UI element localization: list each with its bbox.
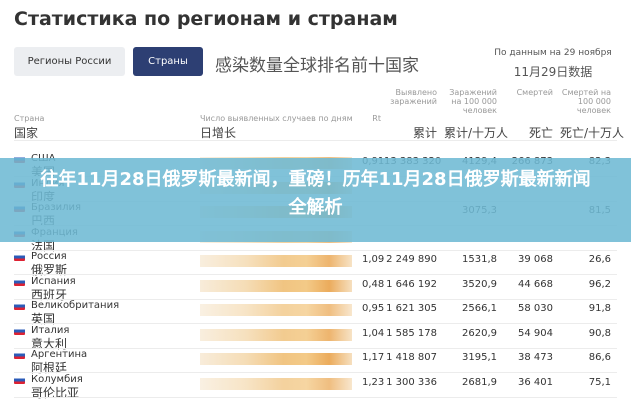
column-header-cn: 日增长 xyxy=(200,126,237,140)
separator xyxy=(14,372,617,373)
column-header-cn: 累计/十万人 xyxy=(444,126,509,140)
country-name-cn: 法国 xyxy=(31,238,56,253)
heat-strip xyxy=(200,304,352,316)
cell-dper100k: 96,2 xyxy=(588,278,611,290)
heat-strip xyxy=(200,328,352,341)
cell-total: 1 418 807 xyxy=(386,352,437,363)
separator xyxy=(14,298,617,300)
cell-deaths: 39 068 xyxy=(518,254,553,265)
cell-deaths: 58 030 xyxy=(518,303,553,314)
banner-text: 往年11月28日俄罗斯最新闻，重磅！历年11月28日俄罗斯最新新闻全解析 xyxy=(40,169,591,218)
banner xyxy=(0,158,631,242)
country-name-cn: 意大利 xyxy=(31,336,68,351)
separator xyxy=(14,347,617,349)
cell-per100k: 2620,9 xyxy=(462,327,497,339)
separator xyxy=(14,140,617,141)
country-name-cn: 阿根廷 xyxy=(31,361,68,375)
heat-strip xyxy=(200,377,352,390)
country-name-cn: 哥伦比亚 xyxy=(31,385,80,400)
cell-rt: 1,17 xyxy=(362,352,385,363)
column-header: Смертей xyxy=(516,88,553,97)
separator xyxy=(14,323,617,324)
cell-dper100k: 90,8 xyxy=(588,327,611,339)
flag xyxy=(14,277,25,286)
flag xyxy=(14,253,25,261)
cell-dper100k: 26,6 xyxy=(588,254,611,265)
cell-rt: 0,48 xyxy=(362,278,385,290)
cell-total: 1 621 305 xyxy=(386,303,437,314)
flag xyxy=(14,302,25,310)
cell-total: 1 300 336 xyxy=(386,376,437,388)
country-name-cn: 西班牙 xyxy=(31,287,68,302)
date-cn: 11月29日数据 xyxy=(513,65,593,79)
column-header: Выявлено заражений xyxy=(390,88,437,106)
heat-strip xyxy=(200,353,352,365)
country-name-cn: 英国 xyxy=(31,312,56,326)
cell-dper100k: 75,1 xyxy=(588,376,611,388)
cell-deaths: 36 401 xyxy=(518,376,553,388)
country-name: Колумбия xyxy=(31,373,83,385)
column-header-cn: 国家 xyxy=(14,126,39,140)
country-name: Россия xyxy=(31,251,67,262)
cell-per100k: 3520,9 xyxy=(462,278,497,290)
cell-per100k: 1531,8 xyxy=(462,254,497,265)
date: По данным на 29 ноября xyxy=(494,48,612,58)
cell-per100k: 3195,1 xyxy=(462,352,497,363)
subtitle: 感染数量全球排名前十国家 xyxy=(215,56,419,76)
country-name-cn: 俄罗斯 xyxy=(31,263,68,277)
cell-rt: 0,95 xyxy=(362,303,385,314)
tab[interactable]: Регионы России xyxy=(14,47,125,76)
column-header: Число выявленных случаев по дням xyxy=(200,114,353,123)
cell-per100k: 2681,9 xyxy=(462,376,497,388)
title: Статистика по регионам и странам xyxy=(14,8,398,30)
cell-rt: 1,09 xyxy=(362,254,385,265)
country-name: Аргентина xyxy=(31,349,88,360)
cell-total: 2 249 890 xyxy=(386,254,437,265)
heat-strip xyxy=(200,255,352,267)
cell-total: 1 585 178 xyxy=(386,327,437,339)
column-header-cn: 死亡 xyxy=(528,126,553,140)
cell-total: 1 646 192 xyxy=(386,278,437,290)
tab[interactable]: Страны xyxy=(133,47,203,76)
heat-strip xyxy=(200,279,352,292)
cell-rt: 1,04 xyxy=(362,327,385,339)
cell-dper100k: 91,8 xyxy=(588,303,611,314)
cell-rt: 1,23 xyxy=(362,376,385,388)
cell-dper100k: 86,6 xyxy=(588,352,611,363)
column-header: Заражений на 100 000 человек xyxy=(449,88,497,115)
cell-deaths: 38 473 xyxy=(518,352,553,363)
flag xyxy=(14,351,25,359)
country-name: Италия xyxy=(31,324,70,336)
country-name: Великобритания xyxy=(31,300,120,311)
column-header: Rt xyxy=(372,114,381,123)
column-header: Страна xyxy=(14,114,45,123)
cell-deaths: 54 904 xyxy=(518,327,553,339)
column-header-cn: 死亡/十万人 xyxy=(560,126,625,140)
column-header-cn: 累计 xyxy=(412,126,437,140)
cell-deaths: 44 668 xyxy=(518,278,553,290)
separator xyxy=(14,274,617,275)
flag xyxy=(14,375,25,384)
column-header: Смертей на 100 000 человек xyxy=(561,88,611,115)
separator xyxy=(14,249,617,251)
cell-per100k: 2566,1 xyxy=(462,303,497,314)
flag xyxy=(14,326,25,335)
country-name: Испания xyxy=(31,275,76,287)
separator xyxy=(14,396,617,398)
